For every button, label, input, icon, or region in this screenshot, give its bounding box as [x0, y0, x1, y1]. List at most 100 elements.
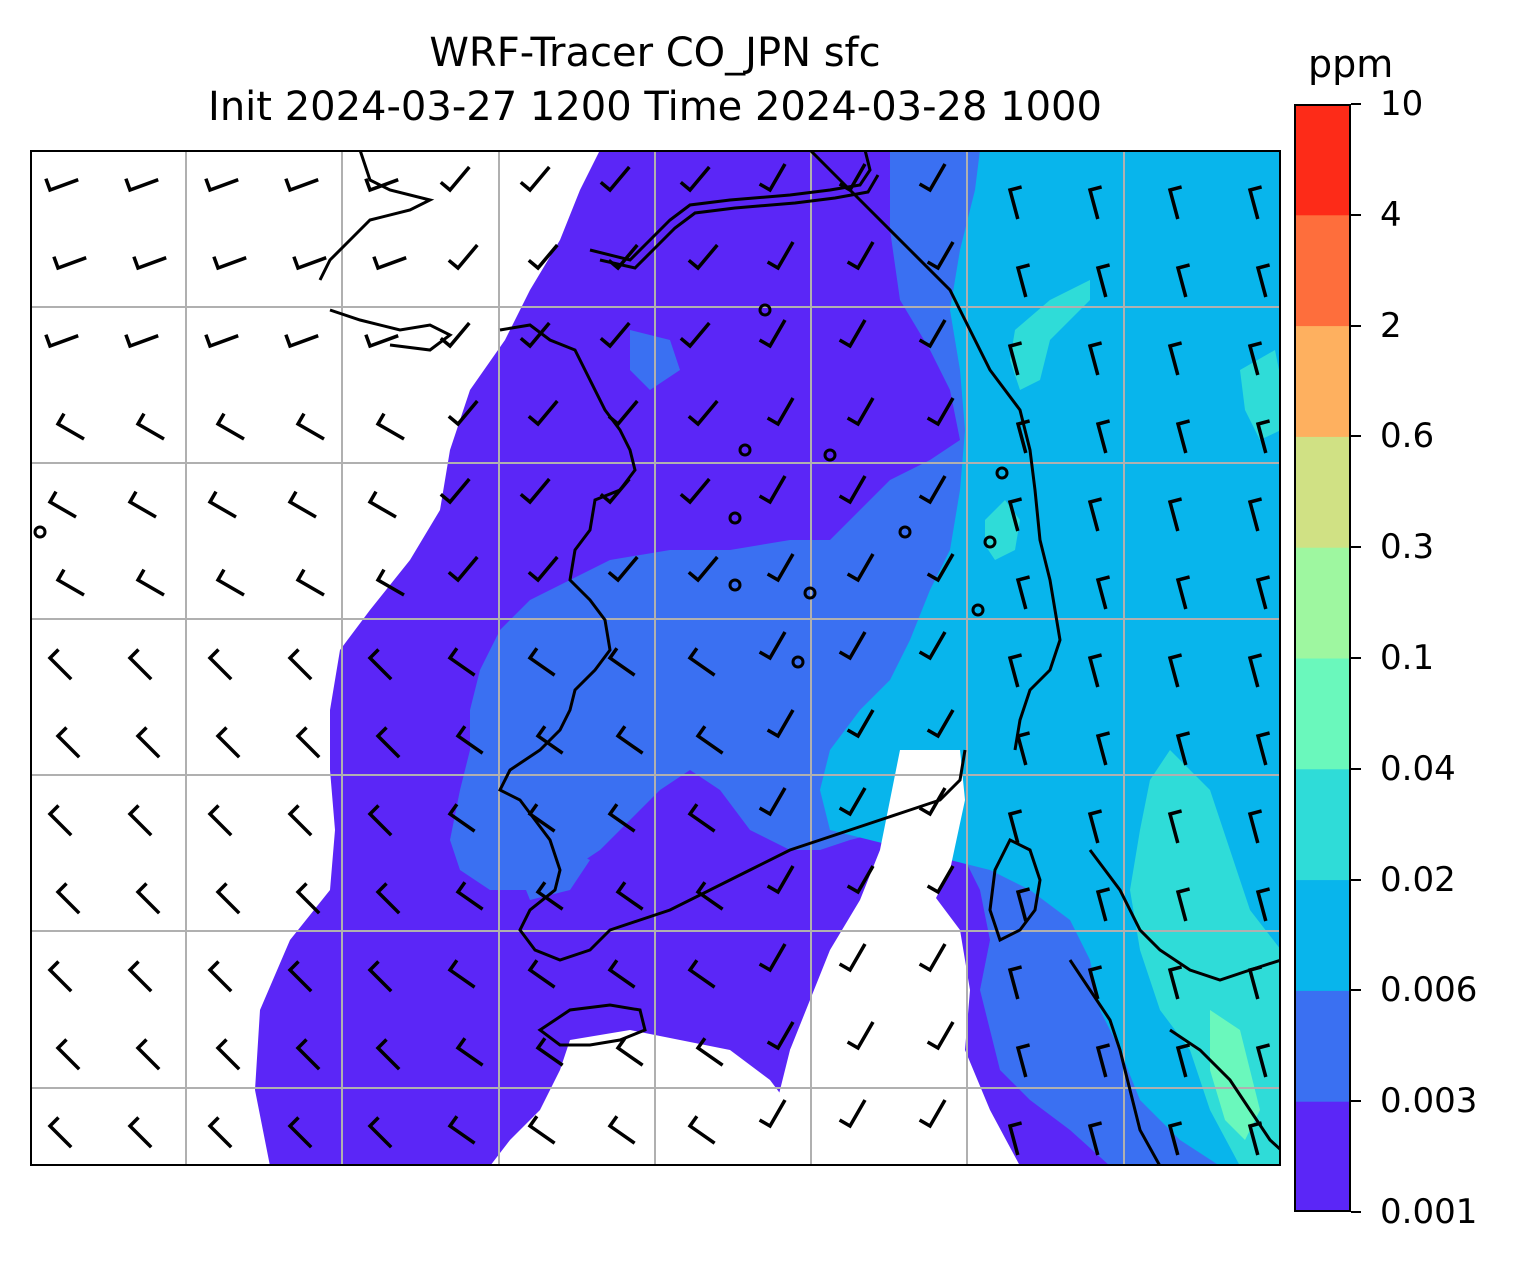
map-title-line-2: Init 2024-03-27 1200 Time 2024-03-28 100… — [208, 84, 1102, 130]
colorbar-tick — [1351, 1100, 1361, 1103]
wind-calm-marker — [995, 466, 1009, 480]
wind-barb — [758, 943, 787, 973]
wind-barb — [295, 882, 321, 915]
colorbar-tick-label: 10 — [1380, 84, 1424, 124]
wind-barb — [1095, 419, 1111, 454]
wind-barb — [535, 1037, 564, 1067]
wind-barb — [135, 568, 165, 597]
wind-barb — [1167, 185, 1183, 220]
colorbar-tick — [1351, 1211, 1361, 1213]
wind-barb — [1095, 575, 1111, 610]
wind-barb — [1087, 497, 1103, 532]
wind-barb — [679, 165, 711, 193]
wind-barb — [926, 241, 955, 271]
wind-barb — [295, 568, 325, 597]
colorbar-tick — [1351, 767, 1361, 770]
map-frame — [30, 150, 1281, 1166]
wind-barb — [766, 865, 795, 895]
wind-barb — [47, 490, 77, 519]
wind-barb — [447, 803, 476, 833]
wind-barb — [447, 399, 479, 427]
wind-barb — [447, 1115, 476, 1145]
coastline-korea-east — [589, 150, 872, 262]
wind-barb — [687, 243, 719, 271]
map-gridlines — [30, 150, 1281, 1166]
wind-barb — [127, 1116, 153, 1149]
wind-barb — [918, 319, 947, 349]
wind-barb — [1087, 185, 1103, 220]
wind-barb — [284, 178, 319, 193]
wind-barb — [527, 243, 559, 271]
wind-calm-marker — [791, 655, 805, 669]
wind-barb — [1167, 965, 1183, 1000]
wind-barb — [1255, 1043, 1271, 1078]
wind-barb — [527, 647, 556, 677]
wind-barb — [1247, 965, 1263, 1000]
wind-barb — [455, 725, 484, 755]
wind-barb — [607, 399, 639, 427]
map-plot — [30, 150, 1281, 1166]
wind-barb — [1247, 809, 1263, 844]
wind-barb — [599, 165, 631, 193]
wind-barb — [615, 725, 644, 755]
wind-barb — [367, 648, 393, 681]
wind-barb — [1095, 1043, 1111, 1078]
wind-barb — [207, 490, 237, 519]
wind-barb — [284, 334, 319, 349]
wind-barb — [55, 1038, 81, 1071]
wind-barb — [47, 804, 73, 837]
wind-barb — [926, 865, 955, 895]
wind-barb — [455, 881, 484, 911]
wind-barb — [1087, 653, 1103, 688]
colorbar-tick — [1351, 435, 1361, 438]
wind-barb — [918, 631, 947, 661]
wind-barb — [1247, 653, 1263, 688]
wind-barb — [695, 725, 724, 755]
colorbar-tick — [1351, 213, 1361, 216]
wind-barb — [846, 709, 875, 739]
colorbar-band — [1294, 214, 1351, 327]
wind-barb — [135, 882, 161, 915]
colorbar-tick-label: 0.003 — [1380, 1081, 1478, 1122]
wind-barb — [1015, 419, 1031, 454]
wind-barb — [47, 1116, 73, 1149]
wind-barb — [918, 163, 947, 193]
wind-barb — [687, 555, 719, 583]
coastline-taiwan — [537, 1003, 647, 1047]
wind-barb — [447, 555, 479, 583]
colorbar-band — [1294, 547, 1351, 659]
wind-barb — [1007, 1121, 1023, 1156]
wind-barb — [1167, 1121, 1183, 1156]
contour-band-0003-c — [510, 840, 590, 900]
wind-barb — [132, 256, 167, 271]
wind-calm-marker — [803, 586, 817, 600]
wind-barb — [135, 1038, 161, 1071]
wind-barb — [607, 647, 636, 677]
wind-barb — [447, 647, 476, 677]
wind-barb — [695, 1037, 724, 1067]
wind-barb — [287, 960, 313, 993]
wind-barb — [135, 412, 165, 441]
wind-barb — [926, 1021, 955, 1051]
wind-calm-marker — [33, 525, 47, 539]
colorbar-unit: ppm — [1308, 42, 1394, 86]
wind-barb — [758, 631, 787, 661]
colorbar-band — [1294, 768, 1351, 881]
wind-barb — [47, 648, 73, 681]
wind-barb — [535, 881, 564, 911]
wind-barb — [367, 490, 397, 519]
wind-barb — [1007, 497, 1023, 532]
wind-barb — [607, 1115, 636, 1145]
colorbar-tick-label: 0.1 — [1380, 638, 1435, 678]
colorbar-tick-label: 0.3 — [1380, 527, 1435, 568]
colorbar-tick — [1351, 657, 1361, 659]
coastline-island-cluster — [329, 308, 453, 352]
coastline-japan-kyushu — [1068, 959, 1162, 1166]
wind-barb — [535, 725, 564, 755]
colorbar-tick — [1351, 878, 1361, 881]
wind-barb — [519, 165, 551, 193]
colorbar-band — [1294, 879, 1351, 991]
wind-barb — [519, 477, 551, 505]
wind-calm-marker — [738, 443, 752, 457]
wind-calm-marker — [758, 303, 772, 317]
